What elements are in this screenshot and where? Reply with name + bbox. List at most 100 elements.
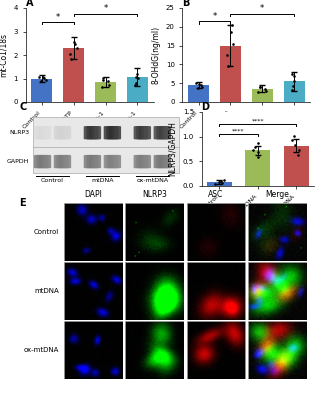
Text: ****: **** — [251, 119, 264, 124]
FancyBboxPatch shape — [89, 126, 96, 139]
Bar — [63, 48, 84, 102]
Text: DAPI: DAPI — [85, 191, 103, 200]
Point — [255, 139, 260, 146]
FancyBboxPatch shape — [33, 117, 179, 173]
FancyBboxPatch shape — [42, 155, 49, 168]
Point — [292, 142, 297, 148]
Text: NLRP3: NLRP3 — [9, 130, 29, 135]
Text: ox-mtDNA: ox-mtDNA — [23, 347, 59, 353]
Bar — [95, 82, 116, 102]
Point — [255, 154, 260, 160]
FancyBboxPatch shape — [156, 155, 163, 168]
FancyBboxPatch shape — [44, 155, 51, 168]
FancyBboxPatch shape — [64, 155, 71, 168]
FancyBboxPatch shape — [159, 155, 166, 168]
Point — [36, 74, 42, 80]
Point — [257, 84, 262, 90]
FancyBboxPatch shape — [56, 155, 63, 168]
Text: NLRP3: NLRP3 — [142, 190, 167, 199]
Text: *: * — [212, 12, 217, 21]
FancyBboxPatch shape — [44, 126, 51, 139]
Bar — [31, 78, 52, 102]
Point — [193, 80, 198, 86]
FancyBboxPatch shape — [54, 126, 61, 139]
Point — [262, 86, 268, 92]
FancyBboxPatch shape — [164, 126, 171, 139]
Text: Control: Control — [41, 178, 64, 183]
Point — [292, 78, 297, 84]
FancyBboxPatch shape — [86, 126, 93, 139]
Point — [43, 77, 48, 83]
Point — [291, 132, 296, 139]
FancyBboxPatch shape — [139, 155, 146, 168]
FancyBboxPatch shape — [141, 155, 148, 168]
FancyBboxPatch shape — [139, 126, 146, 139]
Text: B: B — [182, 0, 190, 8]
Point — [221, 176, 227, 183]
FancyBboxPatch shape — [94, 155, 101, 168]
FancyBboxPatch shape — [112, 155, 118, 168]
Point — [230, 22, 235, 28]
FancyBboxPatch shape — [86, 155, 93, 168]
Point — [295, 152, 300, 159]
Point — [216, 179, 221, 185]
Bar — [252, 89, 273, 102]
FancyBboxPatch shape — [36, 126, 43, 139]
FancyBboxPatch shape — [94, 126, 101, 139]
Point — [107, 82, 112, 88]
Point — [40, 74, 45, 80]
Text: NLRP3: NLRP3 — [142, 191, 167, 200]
FancyBboxPatch shape — [106, 155, 113, 168]
FancyBboxPatch shape — [36, 155, 43, 168]
Point — [197, 80, 202, 87]
Point — [195, 85, 200, 91]
Text: *: * — [260, 4, 264, 13]
FancyBboxPatch shape — [136, 155, 143, 168]
Point — [253, 143, 258, 150]
FancyBboxPatch shape — [104, 155, 111, 168]
Point — [106, 78, 111, 84]
Point — [220, 180, 225, 186]
Point — [219, 178, 224, 184]
Point — [100, 75, 106, 81]
FancyBboxPatch shape — [114, 155, 121, 168]
FancyBboxPatch shape — [59, 126, 66, 139]
FancyBboxPatch shape — [54, 155, 61, 168]
FancyBboxPatch shape — [62, 126, 68, 139]
Point — [68, 51, 73, 57]
FancyBboxPatch shape — [84, 155, 91, 168]
FancyBboxPatch shape — [159, 126, 166, 139]
FancyBboxPatch shape — [56, 126, 63, 139]
Text: E: E — [19, 198, 26, 208]
Text: ASC: ASC — [208, 190, 224, 199]
FancyBboxPatch shape — [134, 126, 140, 139]
Point — [73, 41, 78, 48]
FancyBboxPatch shape — [84, 126, 91, 139]
Text: D: D — [202, 102, 210, 112]
Point — [134, 71, 140, 78]
Text: GAPDH: GAPDH — [7, 159, 29, 164]
Bar — [188, 85, 209, 102]
Text: *: * — [103, 4, 108, 14]
Point — [291, 73, 296, 80]
FancyBboxPatch shape — [162, 155, 168, 168]
Point — [256, 89, 261, 95]
Bar — [127, 77, 148, 102]
FancyBboxPatch shape — [156, 126, 163, 139]
FancyBboxPatch shape — [89, 155, 96, 168]
Point — [135, 75, 140, 81]
FancyBboxPatch shape — [39, 155, 46, 168]
FancyBboxPatch shape — [92, 126, 99, 139]
Point — [229, 29, 234, 36]
Point — [290, 70, 295, 77]
FancyBboxPatch shape — [42, 126, 49, 139]
FancyBboxPatch shape — [114, 126, 121, 139]
Point — [289, 137, 294, 143]
Bar — [284, 146, 308, 186]
Text: mtDNA: mtDNA — [36, 288, 60, 294]
Point — [231, 40, 236, 47]
Point — [99, 84, 104, 91]
Text: DAPI: DAPI — [85, 190, 103, 199]
Text: C: C — [19, 102, 27, 112]
Text: E: E — [26, 187, 32, 197]
